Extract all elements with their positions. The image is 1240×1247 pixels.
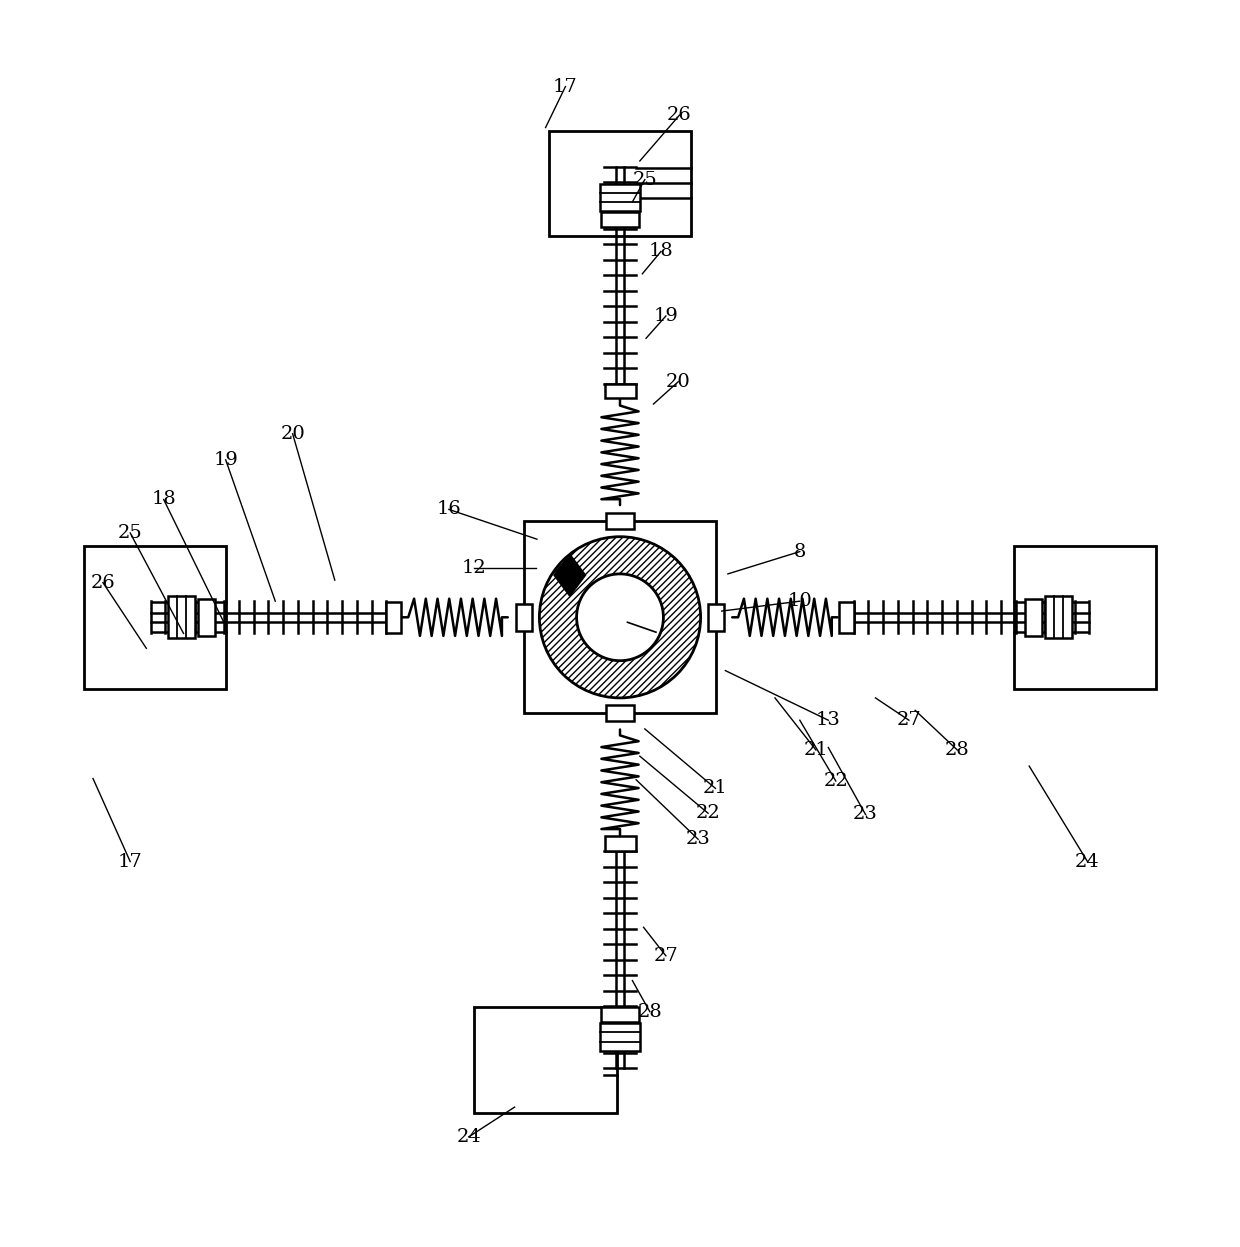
Text: 28: 28: [637, 1003, 662, 1020]
Bar: [600, 183, 640, 211]
Text: 21: 21: [703, 779, 728, 797]
Text: 18: 18: [151, 490, 176, 509]
Text: 23: 23: [686, 831, 711, 848]
Text: 28: 28: [945, 741, 970, 759]
Text: 27: 27: [653, 946, 678, 965]
Bar: [601, 1008, 639, 1023]
Text: 19: 19: [213, 451, 238, 469]
Bar: [601, 212, 639, 227]
Text: 12: 12: [461, 559, 486, 576]
Bar: [605, 837, 635, 850]
Bar: [549, 131, 692, 236]
Text: 13: 13: [816, 711, 841, 729]
Bar: [198, 599, 215, 636]
Text: 20: 20: [280, 425, 305, 443]
Bar: [1044, 596, 1071, 638]
Circle shape: [577, 574, 663, 661]
Text: 19: 19: [653, 307, 678, 325]
Text: 22: 22: [696, 804, 720, 822]
Bar: [523, 521, 717, 713]
Bar: [605, 384, 635, 399]
Text: 22: 22: [823, 772, 848, 791]
Bar: [516, 604, 532, 631]
Text: 18: 18: [649, 242, 673, 261]
Text: 26: 26: [91, 574, 115, 591]
Bar: [386, 602, 401, 632]
Text: 10: 10: [787, 592, 812, 610]
Bar: [708, 604, 724, 631]
Text: 8: 8: [794, 542, 806, 561]
Bar: [1014, 546, 1156, 688]
Text: 24: 24: [456, 1127, 481, 1146]
Circle shape: [539, 536, 701, 698]
Text: 21: 21: [804, 741, 828, 759]
Bar: [606, 706, 634, 722]
Polygon shape: [554, 554, 585, 596]
Text: 25: 25: [632, 171, 657, 188]
Bar: [84, 546, 226, 688]
Bar: [600, 1024, 640, 1051]
Bar: [1025, 599, 1042, 636]
Text: 17: 17: [553, 77, 578, 96]
Bar: [474, 1008, 618, 1112]
Text: 20: 20: [666, 373, 691, 390]
Text: 16: 16: [436, 500, 461, 519]
Bar: [167, 596, 195, 638]
Text: 17: 17: [118, 853, 143, 870]
Text: 26: 26: [667, 106, 692, 125]
Text: 27: 27: [897, 711, 921, 729]
Text: 23: 23: [853, 806, 878, 823]
Bar: [606, 513, 634, 529]
Text: 24: 24: [1075, 853, 1100, 870]
Bar: [838, 602, 853, 632]
Text: 25: 25: [118, 524, 143, 542]
